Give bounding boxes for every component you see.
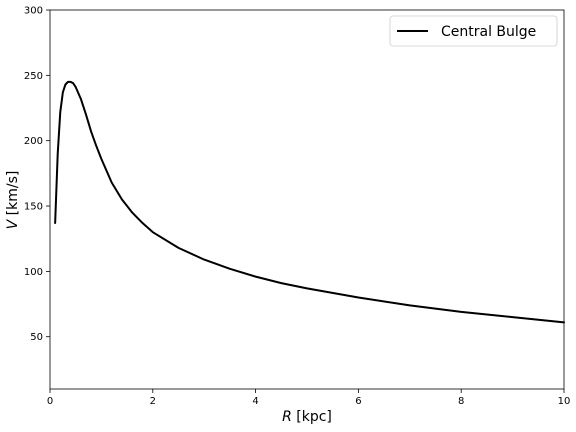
y-axis-label-symbol: V	[5, 218, 21, 229]
x-axis-label-unit: [kpc]	[292, 409, 332, 425]
legend-label: Central Bulge	[441, 24, 536, 40]
x-tick-label: 6	[355, 396, 361, 407]
y-tick-label: 150	[24, 202, 43, 213]
x-tick-label: 8	[458, 396, 464, 407]
x-tick-label: 2	[150, 396, 156, 407]
series-line-0	[54, 80, 565, 324]
y-tick-label: 100	[24, 267, 43, 278]
y-axis-label: V [km/s]	[5, 171, 21, 230]
plot-frame	[49, 9, 565, 390]
y-tick-label: 200	[24, 136, 43, 147]
y-tick-label: 250	[24, 71, 43, 82]
legend-box	[389, 15, 558, 47]
x-tick-label: 10	[558, 396, 571, 407]
x-axis-label: R [kpc]	[282, 409, 332, 425]
y-tick-label: 300	[24, 6, 43, 17]
y-axis: 50 100 150 200 250 300	[24, 6, 50, 343]
y-tick-label: 50	[30, 332, 43, 343]
x-axis-label-symbol: R	[282, 409, 292, 425]
x-tick-label: 4	[252, 396, 258, 407]
legend: Central Bulge	[389, 15, 558, 47]
x-axis: 0 2 4 6 8 10	[47, 389, 571, 407]
x-tick-label: 0	[47, 396, 53, 407]
y-axis-label-unit: [km/s]	[5, 171, 21, 220]
plot-area	[54, 80, 565, 324]
